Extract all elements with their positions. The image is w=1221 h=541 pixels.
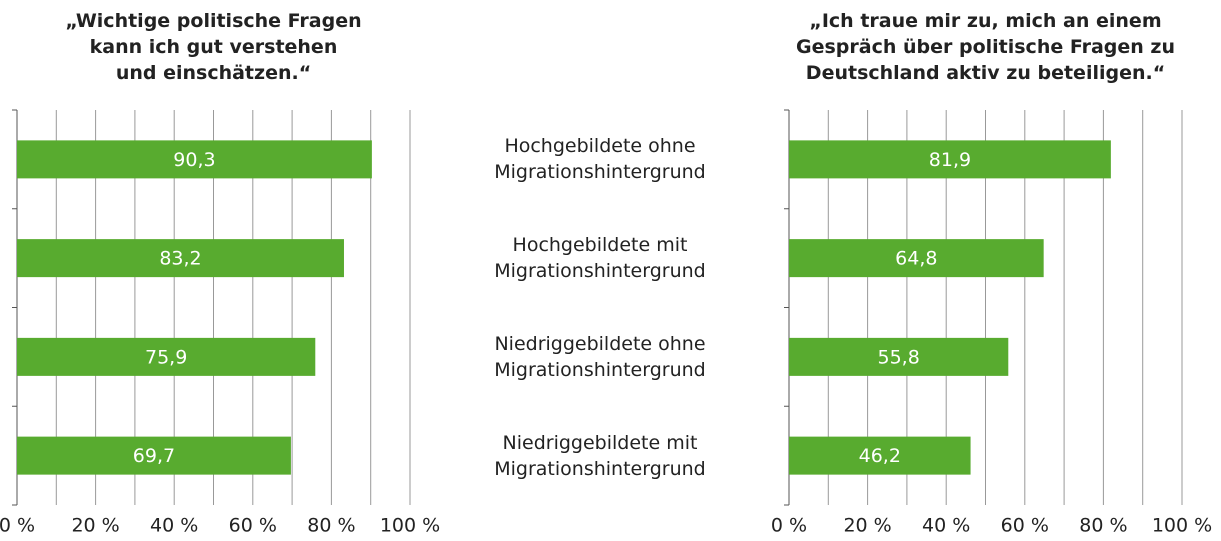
value-label: 90,3 (173, 149, 215, 171)
x-tick-label: 60 % (1001, 515, 1049, 537)
category-label: Hochgebildete ohne Migrationshintergrund (494, 135, 706, 184)
bar (789, 436, 971, 475)
x-tick-label: 100 % (380, 515, 440, 537)
x-tick-label: 40 % (922, 515, 970, 537)
x-tick-label: 40 % (150, 515, 198, 537)
bar (789, 239, 1044, 278)
bar (17, 436, 291, 475)
bar (17, 337, 316, 376)
value-label: 55,8 (877, 346, 919, 368)
category-label: Hochgebildete mit Migrationshintergrund (494, 234, 706, 283)
x-tick-label: 0 % (771, 515, 807, 537)
bar (789, 140, 1111, 179)
x-tick-label: 100 % (1152, 515, 1212, 537)
x-tick-label: 20 % (71, 515, 119, 537)
x-tick-label: 80 % (1079, 515, 1127, 537)
x-tick-label: 80 % (307, 515, 355, 537)
value-label: 81,9 (929, 149, 971, 171)
value-label: 75,9 (145, 346, 187, 368)
category-label: Niedriggebildete mit Migrationshintergru… (494, 431, 706, 480)
value-label: 69,7 (133, 445, 175, 467)
x-tick-label: 0 % (0, 515, 35, 537)
x-tick-label: 60 % (229, 515, 277, 537)
value-label: 64,8 (895, 248, 937, 270)
chart-title: „Wichtige politische Fragen kann ich gut… (65, 10, 362, 84)
value-label: 46,2 (859, 445, 901, 467)
category-label: Niedriggebildete ohne Migrationshintergr… (494, 332, 706, 381)
chart-title: „Ich traue mir zu, mich an einem Gespräc… (795, 10, 1176, 84)
value-label: 83,2 (159, 248, 201, 270)
bar (17, 239, 344, 278)
bar (17, 140, 372, 179)
x-tick-label: 20 % (843, 515, 891, 537)
bar (789, 337, 1009, 376)
